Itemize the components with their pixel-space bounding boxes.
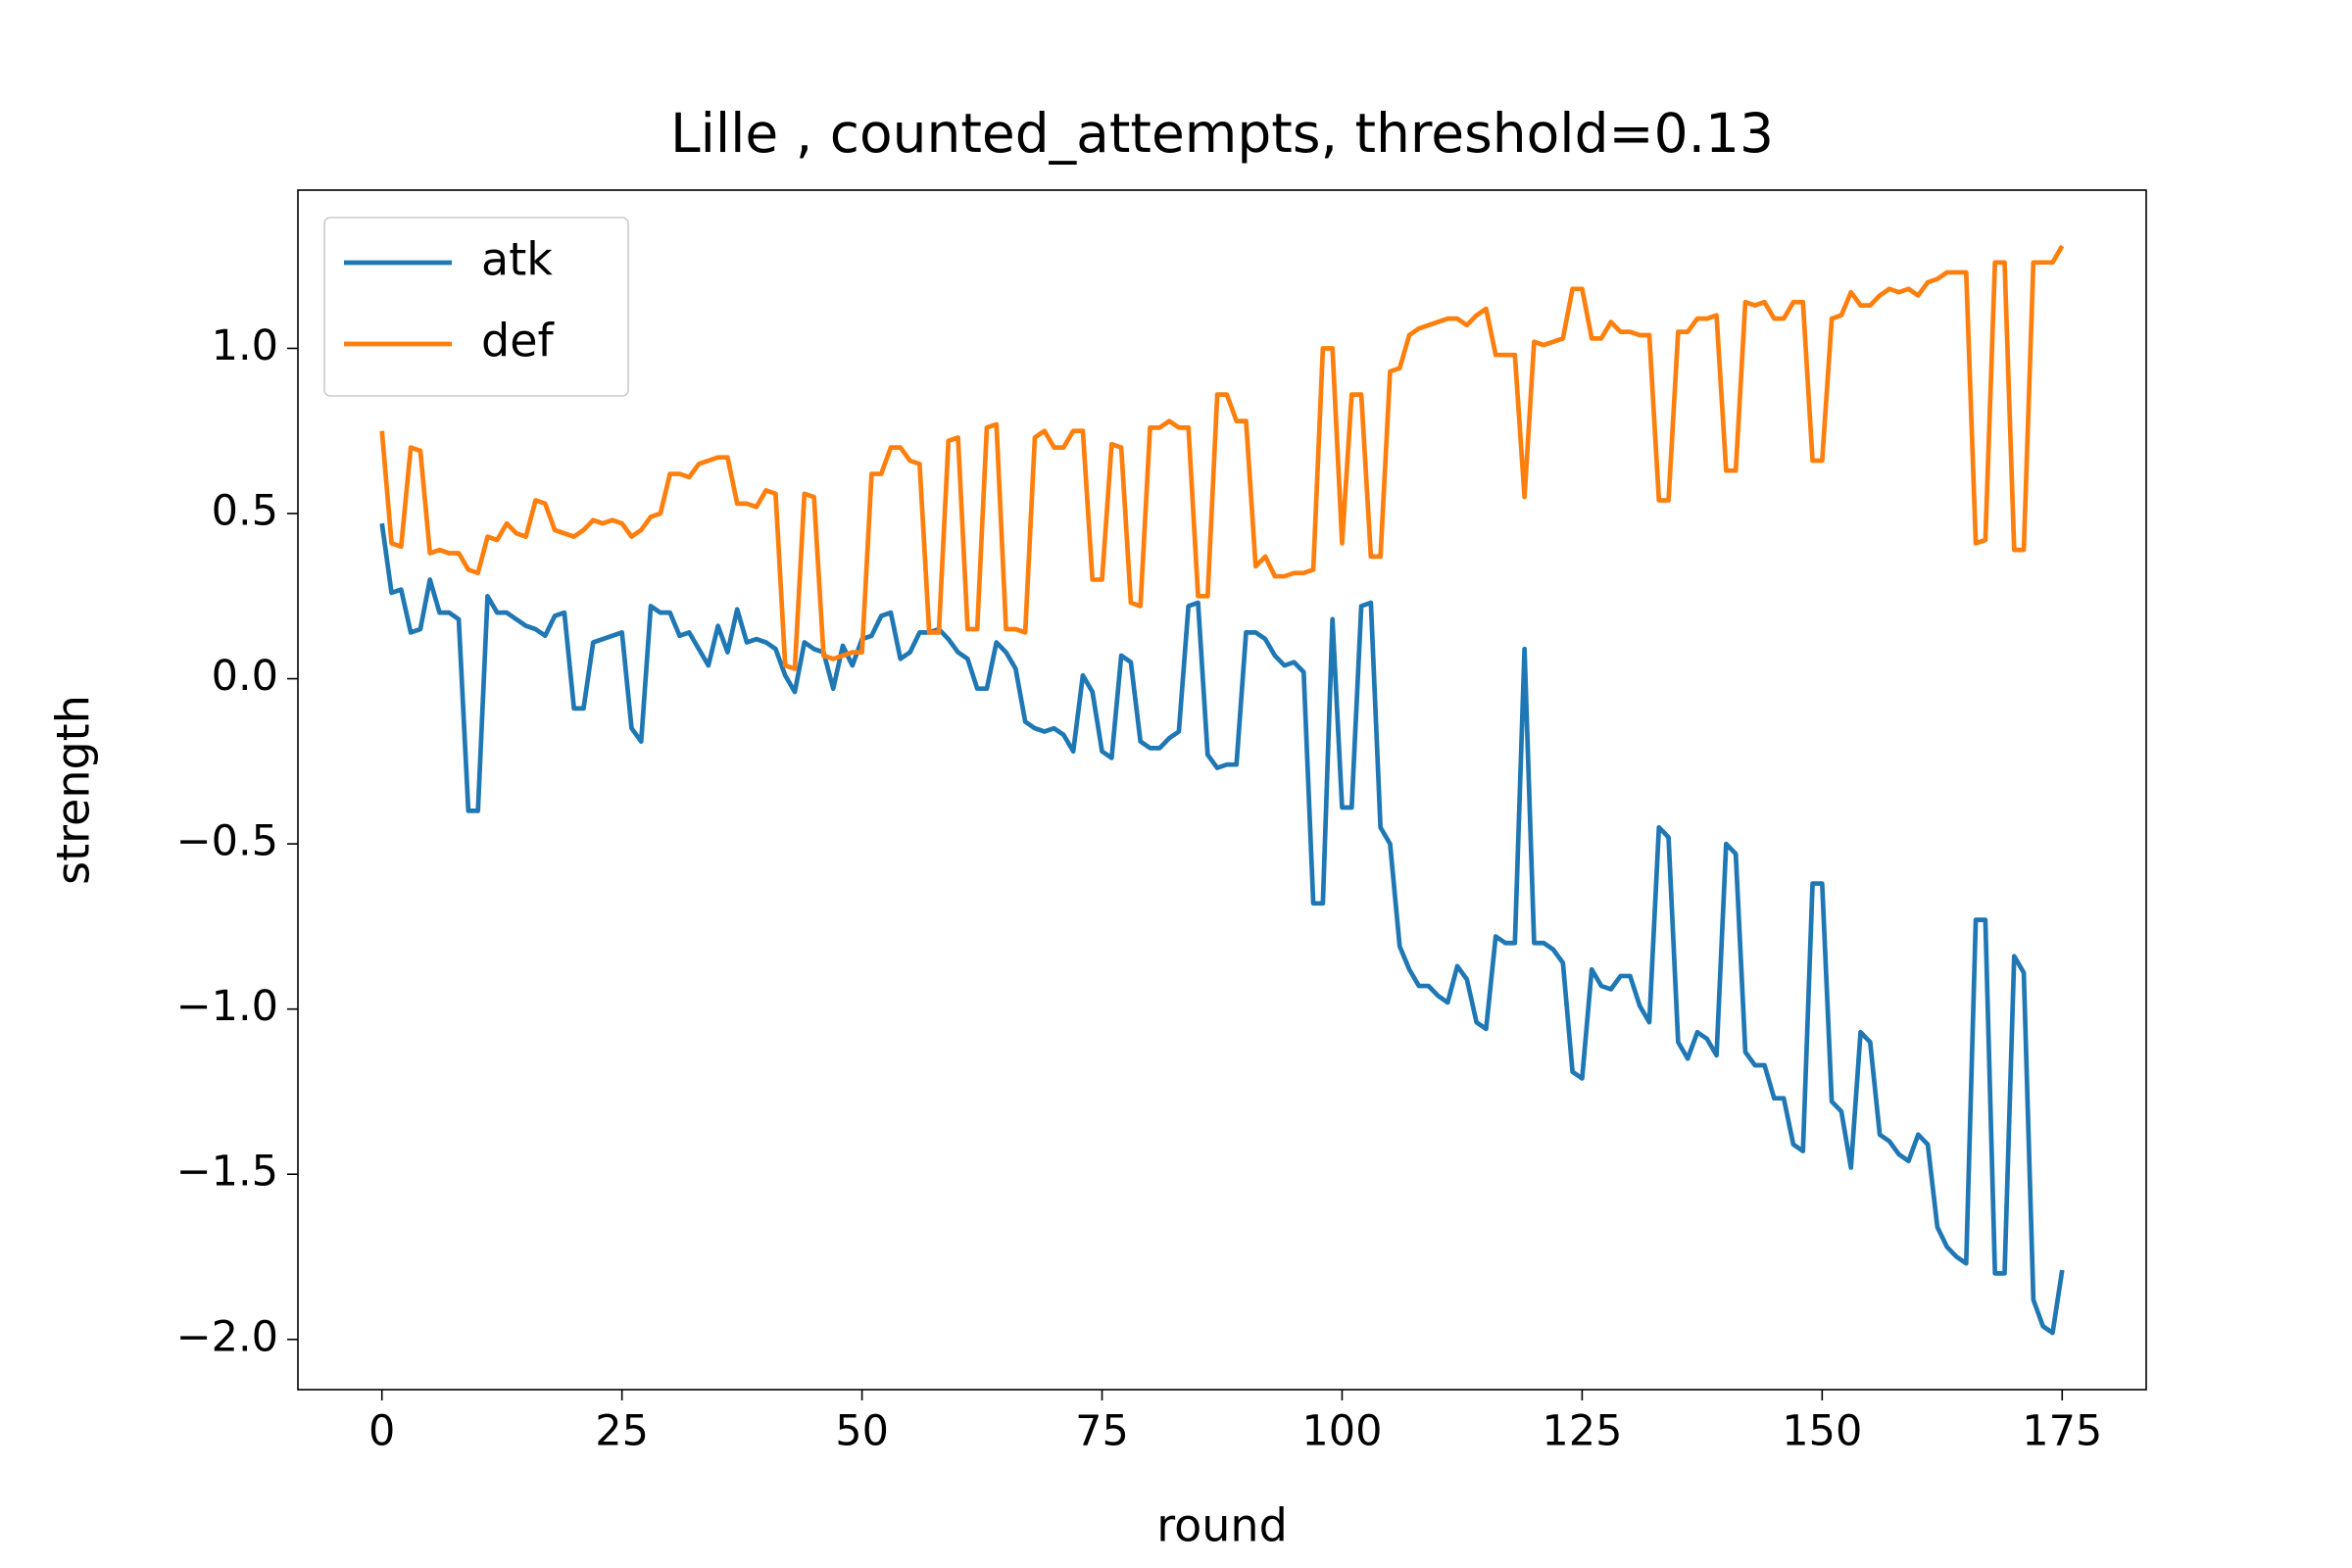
x-tick-label: 75 — [1075, 1407, 1129, 1456]
chart-title: Lille , counted_attempts, threshold=0.13 — [670, 102, 1774, 165]
legend-box — [323, 217, 629, 397]
plot-frame — [297, 189, 2147, 1391]
legend-label: atk — [481, 233, 553, 286]
y-axis-label: strength — [47, 695, 100, 885]
y-tick-label: 0.0 — [212, 652, 278, 701]
y-tick-label: −2.0 — [176, 1312, 278, 1361]
x-tick-label: 175 — [2022, 1407, 2102, 1456]
line-series — [379, 244, 2065, 671]
legend-label: def — [481, 315, 556, 368]
y-tick-label: −1.0 — [176, 982, 278, 1031]
x-axis-label: round — [1156, 1499, 1288, 1552]
line-series — [379, 522, 2065, 1336]
x-tick-label: 0 — [368, 1407, 395, 1456]
y-tick-label: 1.0 — [212, 321, 278, 370]
x-tick-label: 25 — [595, 1407, 649, 1456]
x-tick-label: 150 — [1782, 1407, 1862, 1456]
x-tick-label: 50 — [835, 1407, 889, 1456]
x-tick-label: 125 — [1542, 1407, 1622, 1456]
y-tick-label: 0.5 — [212, 487, 278, 536]
y-tick-label: −1.5 — [176, 1148, 278, 1197]
x-tick-label: 100 — [1301, 1407, 1382, 1456]
y-tick-label: −0.5 — [176, 817, 278, 866]
